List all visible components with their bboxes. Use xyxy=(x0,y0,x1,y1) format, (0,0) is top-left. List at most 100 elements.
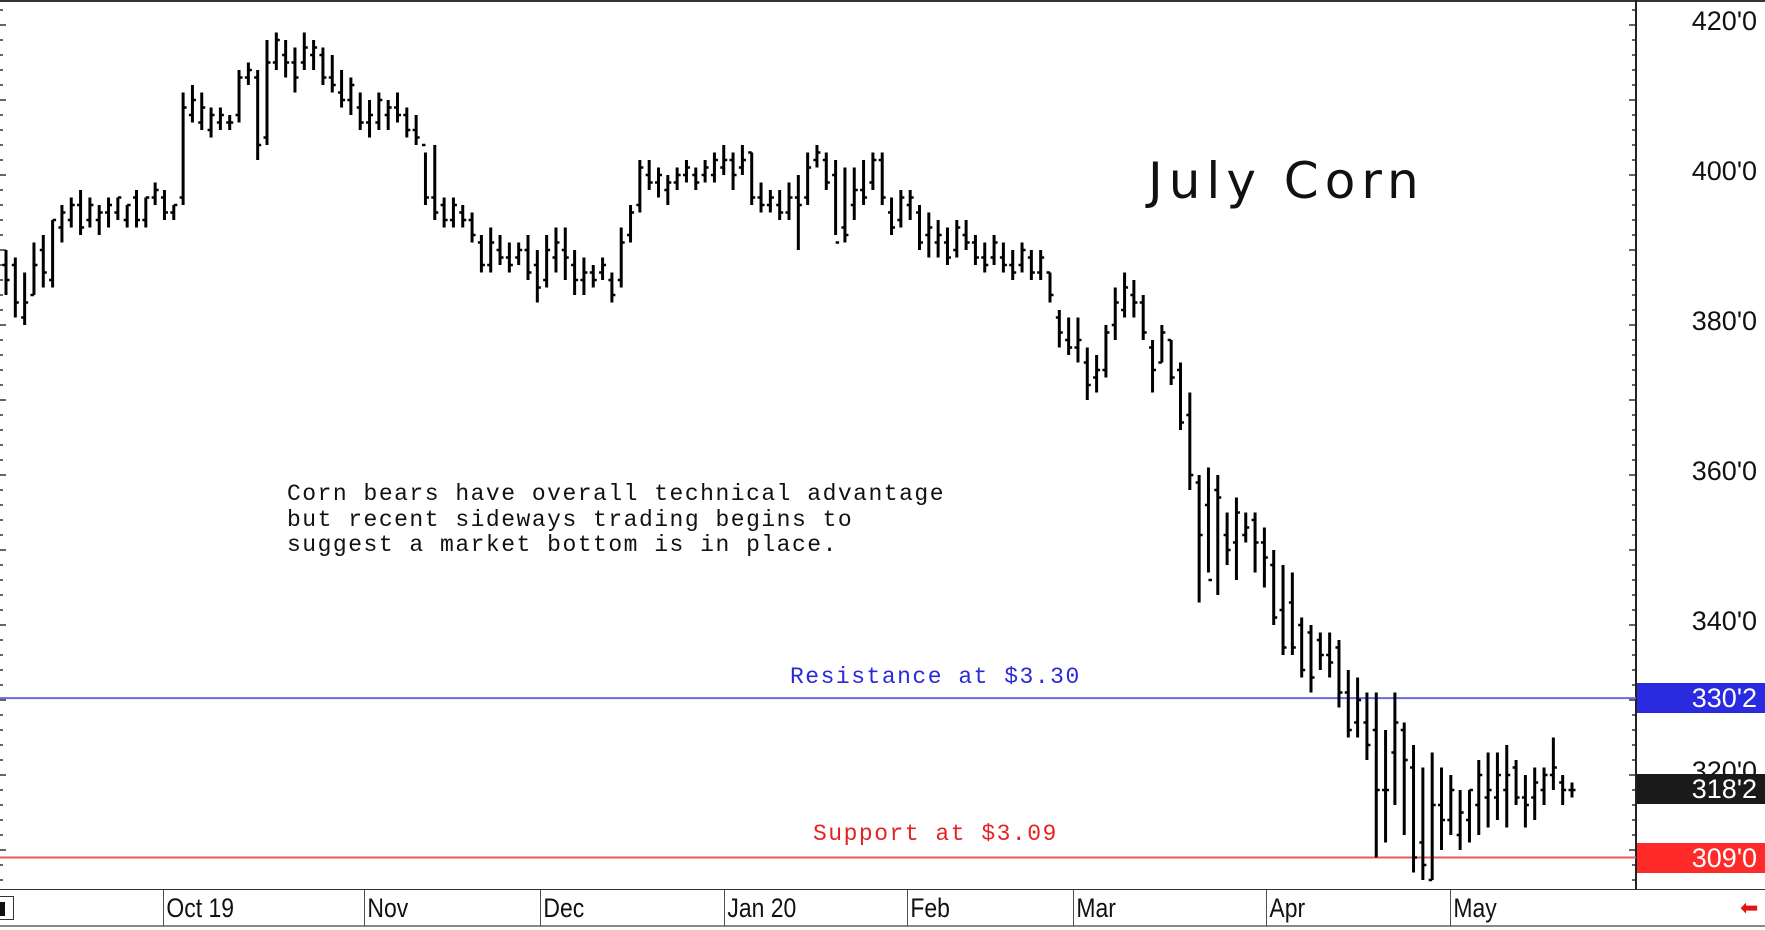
price-bar xyxy=(160,190,168,220)
price-bar xyxy=(384,100,392,130)
price-bar xyxy=(1149,340,1157,393)
price-bar xyxy=(1503,745,1511,828)
price-bar xyxy=(1214,475,1222,595)
price-bar xyxy=(1484,752,1492,828)
left-arrow-icon[interactable]: ⬅ xyxy=(1740,895,1759,920)
price-bar xyxy=(655,167,662,198)
price-bar xyxy=(1493,752,1501,820)
price-bar xyxy=(1288,572,1296,655)
x-label-feb: Feb xyxy=(907,890,950,926)
price-bar xyxy=(981,242,989,273)
price-bar xyxy=(850,167,858,220)
y-tick-380: 380'0 xyxy=(1691,306,1757,336)
price-bar xyxy=(394,92,401,123)
price-bar xyxy=(813,145,821,168)
price-bar xyxy=(636,160,644,213)
price-bar xyxy=(1298,617,1306,678)
x-axis xyxy=(0,889,1765,927)
price-bar xyxy=(869,152,877,190)
price-bar xyxy=(1465,788,1473,843)
y-tick-400: 400'0 xyxy=(1691,156,1757,186)
price-bar xyxy=(179,92,187,205)
price-bar xyxy=(832,160,840,244)
price-bar xyxy=(1456,790,1464,850)
last-price-box: 318'2 xyxy=(1637,774,1765,804)
price-bar xyxy=(776,190,784,220)
y-tick-360: 360'0 xyxy=(1691,456,1757,486)
price-bar xyxy=(310,40,318,70)
price-bar xyxy=(1204,467,1212,582)
price-bar xyxy=(1372,692,1380,858)
x-label-oct19: Oct 19 xyxy=(163,890,234,926)
support-price-box: 309'0 xyxy=(1637,843,1765,873)
price-bar xyxy=(1568,782,1576,798)
price-bar xyxy=(263,40,271,145)
price-bar xyxy=(459,205,467,228)
price-bar xyxy=(729,152,737,190)
price-bar xyxy=(552,227,560,273)
price-bar xyxy=(1540,767,1548,805)
price-bar xyxy=(1559,775,1567,805)
price-bar xyxy=(496,235,504,265)
price-bar xyxy=(925,212,933,258)
price-bar xyxy=(272,32,280,70)
y-tick-340: 340'0 xyxy=(1691,606,1757,636)
price-bar xyxy=(1102,325,1110,378)
support-label: Support at $3.09 xyxy=(813,821,1058,847)
price-bar xyxy=(198,92,206,130)
price-bar xyxy=(226,115,234,130)
price-bar xyxy=(105,197,113,228)
price-bar xyxy=(999,242,1007,273)
price-bar xyxy=(1270,550,1278,625)
price-bar xyxy=(1027,250,1035,280)
price-bar xyxy=(1093,355,1101,393)
price-bar xyxy=(1232,497,1240,580)
price-bar xyxy=(701,160,709,183)
price-bar xyxy=(1055,310,1063,348)
price-bar xyxy=(571,250,579,295)
price-bar xyxy=(1521,775,1529,828)
price-bar xyxy=(356,92,364,130)
price-bar xyxy=(1335,640,1343,708)
x-label-apr: Apr xyxy=(1266,890,1305,926)
price-bar xyxy=(1279,565,1287,655)
price-bar xyxy=(1438,767,1445,850)
price-bar xyxy=(1186,392,1194,490)
price-bar xyxy=(916,205,923,250)
price-bar xyxy=(11,257,19,318)
x-label-mar: Mar xyxy=(1073,890,1116,926)
price-bar xyxy=(1447,775,1455,835)
price-bar xyxy=(1037,250,1045,280)
price-bar xyxy=(794,175,802,250)
price-bar xyxy=(1428,752,1436,882)
price-bar xyxy=(580,257,588,295)
price-bar xyxy=(841,167,849,243)
price-bar xyxy=(468,212,476,243)
price-bar xyxy=(1046,271,1054,303)
price-bar xyxy=(645,160,653,190)
price-bar xyxy=(1512,760,1520,805)
price-bar xyxy=(366,100,374,138)
price-bar xyxy=(1260,527,1268,588)
price-bar xyxy=(207,107,215,138)
price-bar xyxy=(1130,280,1138,318)
price-bar xyxy=(77,190,85,235)
price-bar xyxy=(943,227,951,265)
price-bar xyxy=(30,242,38,297)
scroll-handle[interactable] xyxy=(0,896,14,920)
price-bar xyxy=(95,205,103,235)
price-bar xyxy=(934,220,942,258)
price-bar xyxy=(1018,242,1026,273)
price-bar xyxy=(328,55,336,93)
price-bar xyxy=(1316,632,1324,670)
price-bar xyxy=(804,152,812,205)
price-bar xyxy=(627,205,635,243)
price-bar xyxy=(1167,338,1175,385)
price-bar xyxy=(599,257,607,280)
price-bar xyxy=(692,167,700,190)
x-label-jan20: Jan 20 xyxy=(724,890,796,926)
price-bar xyxy=(878,152,886,205)
price-bar xyxy=(897,190,905,228)
price-bar xyxy=(543,235,551,288)
